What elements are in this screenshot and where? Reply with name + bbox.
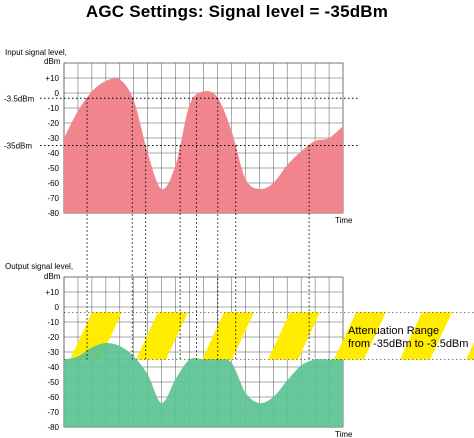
reference-line-label: -35dBm [4,142,32,151]
band-stripe [466,342,474,360]
y-tick-label: -60 [47,393,59,402]
y-tick-label: -20 [47,119,59,128]
output-ylabel-line1: Output signal level, [5,262,73,271]
band-stripe [400,312,452,360]
y-tick-label: -80 [47,209,59,218]
band-stripe [202,312,254,360]
y-tick-label: 0 [55,303,60,312]
y-tick-label: -40 [47,149,59,158]
y-tick-label: +10 [45,74,59,83]
output-ylabel-line2: dBm [44,272,61,281]
band-stripe [268,312,320,360]
input-signal-area [64,78,343,213]
y-tick-label: -10 [47,104,59,113]
y-tick-label: 0 [55,89,60,98]
attenuation-annotation-line2: from -35dBm to -3.5dBm [348,338,468,350]
output-xlabel: Time [335,430,353,438]
band-stripe [136,312,188,360]
y-tick-label: -30 [47,348,59,357]
y-tick-label: -50 [47,378,59,387]
y-tick-label: -50 [47,164,59,173]
input-reference-lines: -3.5dBm -35dBm [4,94,360,151]
y-tick-label: +10 [45,288,59,297]
output-signal-area [64,342,343,427]
output-y-ticks: +10 0 -10 -20 -30 -40 -50 -60 -70 -80 [45,288,59,432]
input-y-ticks: +10 0 -10 -20 -30 -40 -50 -60 -70 -80 [45,74,59,218]
input-ylabel-line2: dBm [44,57,61,66]
reference-line-label: -3.5dBm [4,94,35,103]
band-stripe [334,312,386,360]
attenuation-annotation-line1: Attenuation Range [348,325,439,337]
y-tick-label: -20 [47,333,59,342]
y-tick-label: -60 [47,179,59,188]
input-ylabel-line1: Input signal level, [5,48,67,57]
chart-title: AGC Settings: Signal level = -35dBm [85,2,389,21]
input-xlabel: Time [335,216,353,225]
y-tick-label: -70 [47,194,59,203]
y-tick-label: -40 [47,363,59,372]
y-tick-label: -70 [47,408,59,417]
y-tick-label: -80 [47,423,59,432]
y-tick-label: -10 [47,318,59,327]
y-tick-label: -30 [47,134,59,143]
band-stripe [70,312,122,360]
attenuation-band [64,312,474,360]
